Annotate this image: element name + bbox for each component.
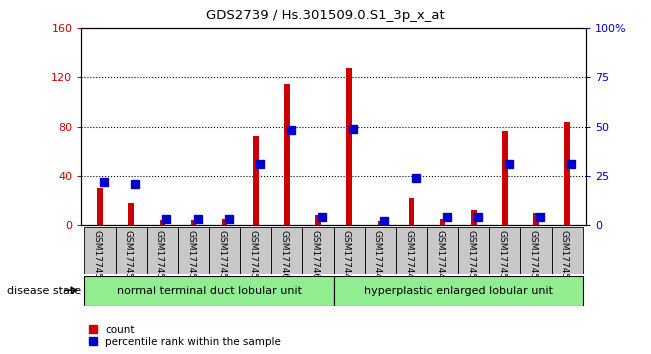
Bar [365,227,396,274]
Bar [159,220,165,225]
Text: GSM177460: GSM177460 [279,230,288,285]
Bar [97,188,103,225]
Text: GSM177456: GSM177456 [155,230,164,285]
Bar [222,219,227,225]
Bar [346,68,352,225]
Bar [85,227,116,274]
Bar [533,212,539,225]
Bar [521,227,551,274]
Text: GSM177453: GSM177453 [560,230,569,285]
Text: GSM177455: GSM177455 [124,230,133,285]
Bar [191,220,197,225]
Bar [440,219,445,225]
Text: disease state: disease state [7,286,81,296]
Text: GSM177446: GSM177446 [342,230,351,285]
Bar [178,227,209,274]
Bar [146,227,178,274]
Text: GSM177452: GSM177452 [529,230,538,285]
Bar [116,227,146,274]
Text: GSM177459: GSM177459 [248,230,257,285]
Bar [85,276,333,306]
Text: GSM177458: GSM177458 [217,230,226,285]
Bar [315,215,321,225]
Bar [333,276,583,306]
Bar [303,227,333,274]
Bar [284,84,290,225]
Bar [502,131,508,225]
Text: GSM177457: GSM177457 [186,230,195,285]
Text: GSM177450: GSM177450 [466,230,475,285]
Text: GSM177449: GSM177449 [436,230,444,285]
Bar [409,198,414,225]
Text: GSM177451: GSM177451 [497,230,506,285]
Text: GDS2739 / Hs.301509.0.S1_3p_x_at: GDS2739 / Hs.301509.0.S1_3p_x_at [206,9,445,22]
Bar [271,227,303,274]
Bar [471,210,477,225]
Bar [396,227,427,274]
Text: GSM177461: GSM177461 [311,230,320,285]
Bar [378,221,383,225]
Text: hyperplastic enlarged lobular unit: hyperplastic enlarged lobular unit [364,286,553,296]
Bar [240,227,271,274]
Text: normal terminal duct lobular unit: normal terminal duct lobular unit [117,286,301,296]
Bar [333,227,365,274]
Bar [490,227,521,274]
Bar [458,227,490,274]
Text: GSM177447: GSM177447 [373,230,382,285]
Bar [551,227,583,274]
Legend: count, percentile rank within the sample: count, percentile rank within the sample [87,322,283,349]
Bar [427,227,458,274]
Text: GSM177448: GSM177448 [404,230,413,285]
Bar [564,122,570,225]
Text: GSM177454: GSM177454 [92,230,102,285]
Bar [253,136,258,225]
Bar [128,203,134,225]
Bar [209,227,240,274]
